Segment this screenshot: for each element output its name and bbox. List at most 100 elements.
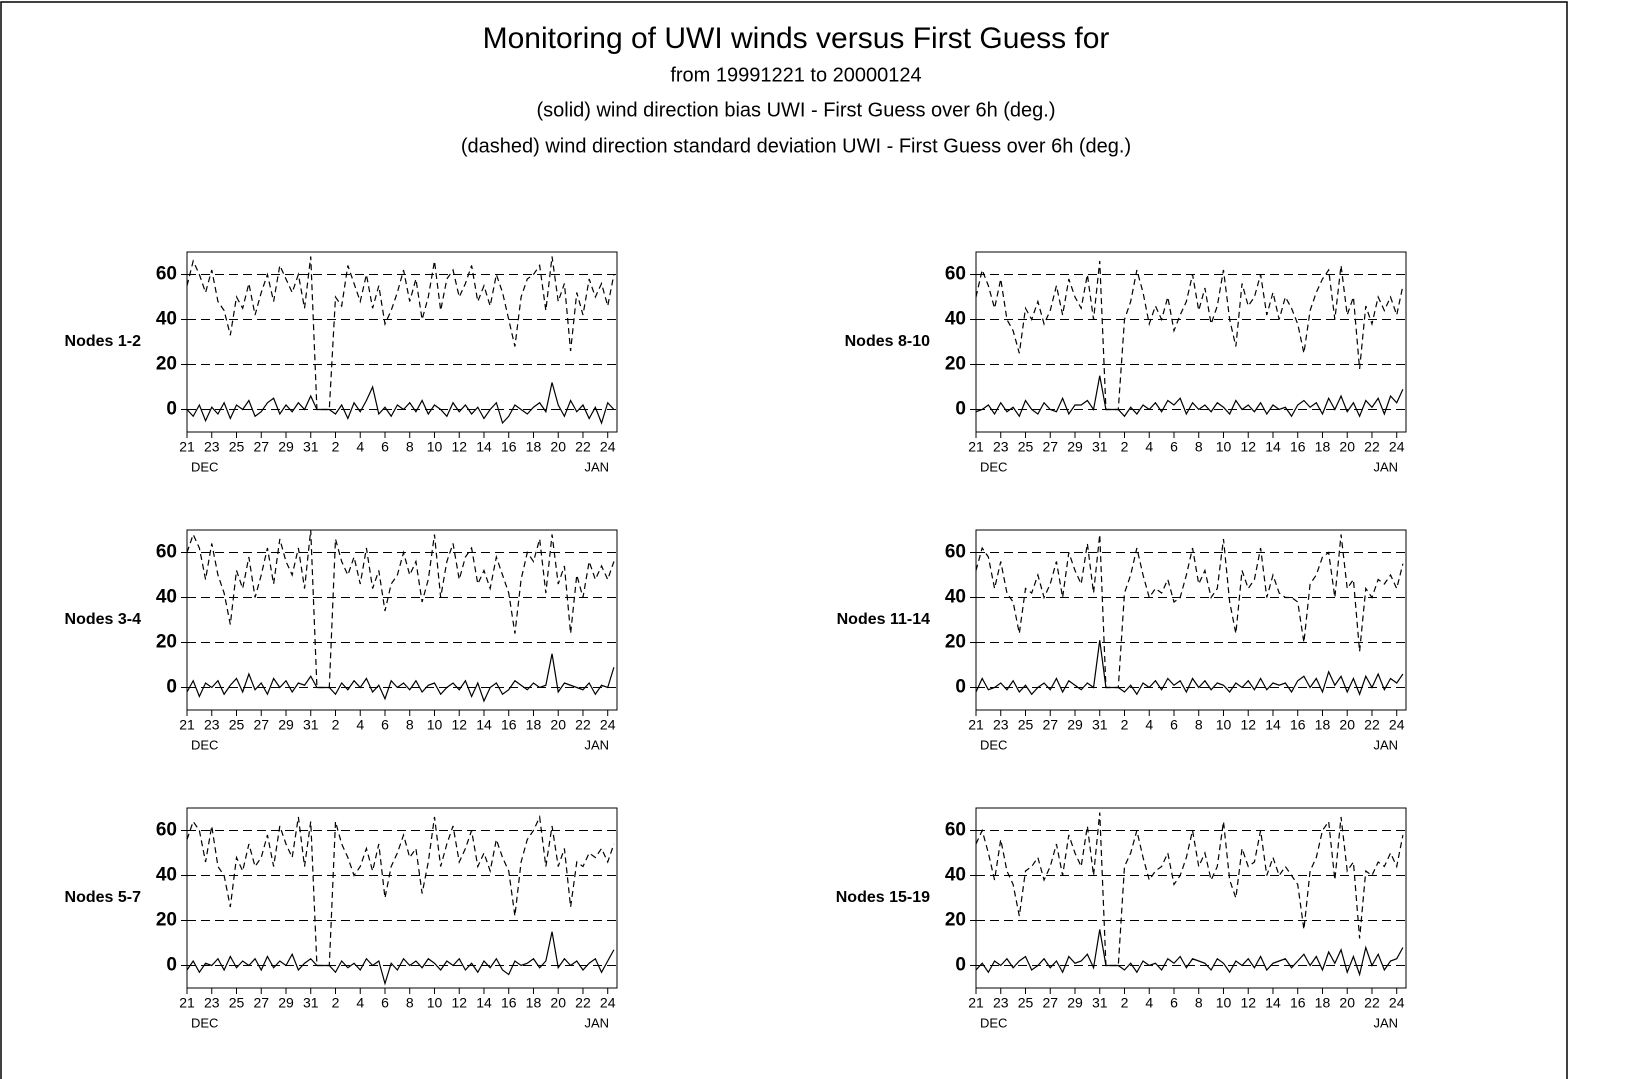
x-tick-label: 29 bbox=[278, 995, 294, 1011]
series-line bbox=[186, 653, 615, 703]
x-tick-label: 18 bbox=[526, 717, 542, 733]
x-tick-label: 25 bbox=[1018, 717, 1034, 733]
x-tick-label: 2 bbox=[332, 717, 340, 733]
series-line bbox=[975, 812, 1404, 967]
panel-label: Nodes 1-2 bbox=[65, 333, 142, 350]
x-tick-label: 14 bbox=[1265, 995, 1281, 1011]
y-tick-label: 0 bbox=[955, 955, 966, 976]
x-tick-label: 10 bbox=[427, 995, 443, 1011]
y-tick-label: 60 bbox=[156, 542, 177, 563]
x-tick-label: 22 bbox=[575, 995, 591, 1011]
x-tick-label: 27 bbox=[1042, 439, 1058, 455]
y-tick-label: 20 bbox=[156, 354, 177, 375]
x-tick-label: 18 bbox=[526, 995, 542, 1011]
x-tick-label: 6 bbox=[1170, 717, 1178, 733]
y-tick-label: 0 bbox=[955, 399, 966, 420]
y-tick-label: 60 bbox=[945, 264, 966, 285]
x-tick-label: 20 bbox=[1339, 717, 1355, 733]
x-tick-label: 31 bbox=[303, 717, 319, 733]
series-line bbox=[975, 260, 1404, 411]
x-tick-label: 31 bbox=[303, 995, 319, 1011]
x-tick-label: 8 bbox=[406, 717, 414, 733]
month-label: DEC bbox=[191, 737, 218, 752]
x-tick-label: 8 bbox=[1195, 995, 1203, 1011]
y-tick-label: 0 bbox=[166, 399, 177, 420]
month-label: DEC bbox=[191, 459, 218, 474]
x-tick-label: 29 bbox=[1067, 995, 1083, 1011]
panel-label: Nodes 8-10 bbox=[845, 333, 930, 350]
x-tick-label: 23 bbox=[204, 717, 220, 733]
y-tick-label: 0 bbox=[166, 955, 177, 976]
x-tick-label: 25 bbox=[229, 995, 245, 1011]
x-tick-label: 4 bbox=[356, 439, 364, 455]
x-tick-label: 23 bbox=[993, 995, 1009, 1011]
x-tick-label: 22 bbox=[575, 439, 591, 455]
x-tick-label: 2 bbox=[1121, 995, 1129, 1011]
series-line bbox=[186, 529, 615, 689]
x-tick-label: 6 bbox=[381, 439, 389, 455]
x-tick-label: 21 bbox=[968, 439, 984, 455]
x-tick-label: 20 bbox=[1339, 439, 1355, 455]
x-tick-label: 31 bbox=[303, 439, 319, 455]
y-tick-label: 40 bbox=[945, 587, 966, 608]
plot-frame bbox=[975, 529, 1407, 711]
month-label: JAN bbox=[1373, 1015, 1398, 1030]
x-tick-label: 29 bbox=[1067, 717, 1083, 733]
y-tick-label: 20 bbox=[156, 910, 177, 931]
x-tick-label: 22 bbox=[1364, 439, 1380, 455]
month-label: JAN bbox=[584, 1015, 609, 1030]
x-tick-label: 25 bbox=[1018, 995, 1034, 1011]
y-tick-label: 20 bbox=[945, 910, 966, 931]
x-tick-label: 14 bbox=[476, 717, 492, 733]
panel-label: Nodes 11-14 bbox=[837, 611, 930, 628]
x-tick-label: 24 bbox=[600, 717, 616, 733]
x-tick-label: 22 bbox=[575, 717, 591, 733]
x-tick-label: 31 bbox=[1092, 995, 1108, 1011]
y-tick-label: 20 bbox=[945, 632, 966, 653]
x-tick-label: 23 bbox=[204, 995, 220, 1011]
x-tick-label: 27 bbox=[1042, 717, 1058, 733]
series-line bbox=[186, 382, 615, 425]
x-tick-label: 6 bbox=[1170, 995, 1178, 1011]
x-tick-label: 21 bbox=[179, 995, 195, 1011]
x-tick-label: 10 bbox=[427, 717, 443, 733]
x-tick-label: 2 bbox=[332, 439, 340, 455]
x-tick-label: 4 bbox=[1145, 717, 1153, 733]
x-tick-label: 18 bbox=[526, 439, 542, 455]
x-tick-label: 21 bbox=[179, 717, 195, 733]
x-tick-label: 8 bbox=[1195, 439, 1203, 455]
month-label: JAN bbox=[584, 459, 609, 474]
x-tick-label: 25 bbox=[1018, 439, 1034, 455]
panel-label: Nodes 3-4 bbox=[65, 611, 142, 628]
x-tick-label: 20 bbox=[550, 717, 566, 733]
plot-frame bbox=[186, 807, 618, 989]
series-line bbox=[186, 256, 615, 411]
series-line bbox=[975, 534, 1404, 689]
x-tick-label: 2 bbox=[1121, 439, 1129, 455]
x-tick-label: 8 bbox=[406, 439, 414, 455]
x-tick-label: 21 bbox=[968, 995, 984, 1011]
y-tick-label: 60 bbox=[945, 820, 966, 841]
x-tick-label: 27 bbox=[253, 995, 269, 1011]
x-tick-label: 27 bbox=[253, 439, 269, 455]
y-tick-label: 60 bbox=[156, 264, 177, 285]
series-line bbox=[975, 640, 1404, 696]
x-tick-label: 29 bbox=[1067, 439, 1083, 455]
plot-frame bbox=[186, 251, 618, 433]
panel-label: Nodes 15-19 bbox=[836, 889, 930, 906]
plot-frame bbox=[975, 251, 1407, 433]
x-tick-label: 12 bbox=[451, 995, 467, 1011]
panel-label: Nodes 5-7 bbox=[65, 889, 142, 906]
x-tick-label: 10 bbox=[1216, 717, 1232, 733]
month-label: JAN bbox=[1373, 737, 1398, 752]
x-tick-label: 2 bbox=[1121, 717, 1129, 733]
x-tick-label: 12 bbox=[1240, 439, 1256, 455]
x-tick-label: 25 bbox=[229, 717, 245, 733]
x-tick-label: 20 bbox=[550, 995, 566, 1011]
frame bbox=[0, 1, 1568, 1079]
x-tick-label: 4 bbox=[356, 717, 364, 733]
x-tick-label: 6 bbox=[381, 995, 389, 1011]
x-tick-label: 31 bbox=[1092, 717, 1108, 733]
y-tick-label: 60 bbox=[156, 820, 177, 841]
